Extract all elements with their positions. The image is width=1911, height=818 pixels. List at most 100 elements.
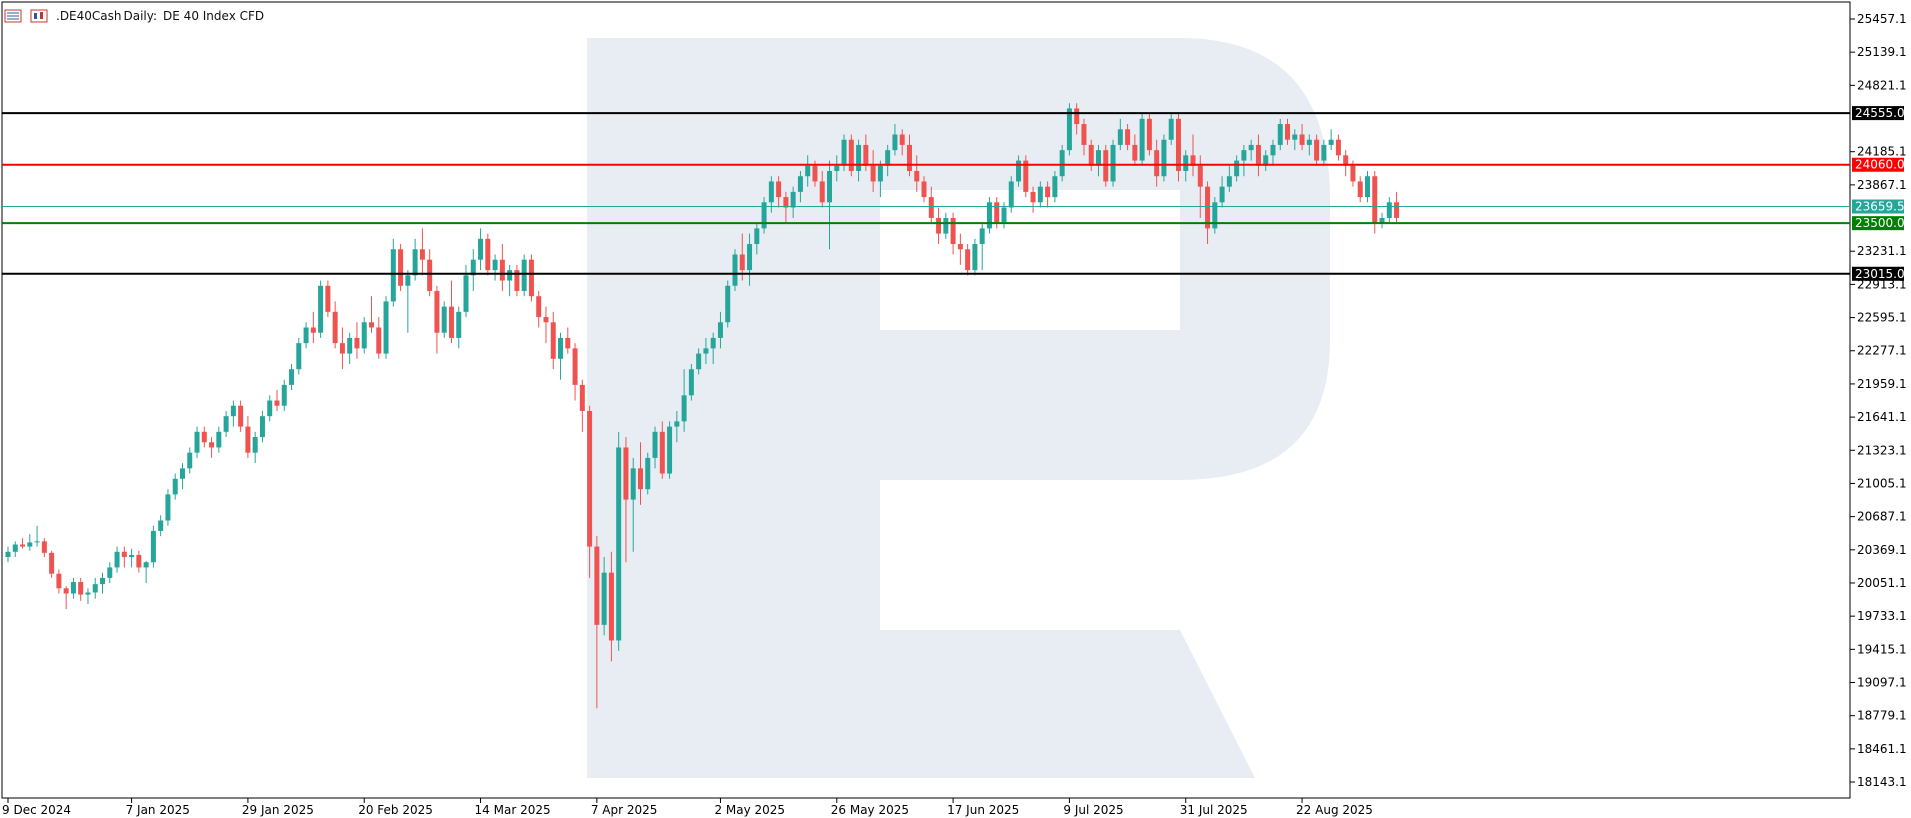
candle-body [572,348,578,385]
candle-body [1183,155,1189,172]
candle-body [1045,186,1051,198]
candle-body [1306,139,1312,145]
chart-header: .DE40Cash Daily: DE 40 Index CFD [4,6,264,26]
x-tick-label: 26 May 2025 [831,803,909,817]
candle-body [1139,118,1145,161]
candle-body [688,369,694,396]
candle-body [441,306,447,333]
y-tick-label: 19097.1 [1857,676,1907,690]
candle-body [681,395,687,422]
candle-body [936,217,942,234]
x-tick-label: 31 Jul 2025 [1180,803,1248,817]
candle-body [863,144,869,166]
candle-body [1350,165,1356,182]
candle-body [1001,207,1007,224]
candle-body [776,181,782,198]
candle-body [143,562,149,568]
candle-body [12,544,18,552]
candle-body [296,343,302,370]
candle-body [1226,176,1232,187]
candle-body [1146,118,1152,151]
candle-body [528,259,534,297]
level-tag [1852,157,1904,172]
candle-body [594,546,600,625]
candle-body [848,139,854,172]
candle-body [92,584,98,593]
candle-body [318,285,324,333]
candle-body [637,468,643,490]
candle-body [1241,150,1247,161]
candle-body [412,249,418,276]
candle-body [20,544,26,547]
candle-body [107,567,113,578]
candle-body [768,181,774,203]
candle-body [332,311,338,344]
y-tick-label: 22595.1 [1857,311,1907,325]
candle-body [361,322,367,349]
candle-body [492,259,498,271]
candle-body [1125,129,1131,145]
candle-body [274,400,280,406]
candle-body [194,431,200,453]
y-tick-label: 18779.1 [1857,709,1907,723]
y-tick-label: 25139.1 [1857,45,1907,59]
candle-body [1335,139,1341,156]
candle-body [652,431,658,458]
candle-body [5,551,11,558]
watermark-logo [587,38,1330,778]
candle-body [245,426,251,453]
candle-body [252,437,258,453]
candle-body [376,327,382,354]
candle-body [623,447,629,500]
candle-body [1372,176,1378,224]
y-tick-label: 22913.1 [1857,277,1907,291]
candle-body [972,244,978,271]
candle-body [456,311,462,338]
candle-body [201,431,207,443]
x-tick-label: 7 Jan 2025 [126,803,190,817]
candle-body [1314,139,1320,161]
candle-body [49,552,55,574]
candle-body [158,520,164,531]
candle-body [100,577,106,585]
candle-body [797,176,803,192]
candle-body [78,582,84,595]
candle-body [1096,150,1101,166]
x-tick-label: 20 Feb 2025 [358,803,433,817]
candle-body [783,197,789,208]
level-tag-label: 24555.0 [1855,106,1905,120]
candle-body [507,270,513,281]
candle-body [1052,176,1058,198]
candle-body [856,144,862,172]
candle-body [892,134,898,151]
chart-list-icon[interactable] [4,9,24,23]
candle-body [579,384,585,411]
candle-body [1154,150,1160,177]
candle-body [434,290,440,333]
candle-body [928,197,934,218]
y-tick-label: 21959.1 [1857,377,1907,391]
candle-body [85,592,91,595]
candle-body [419,249,425,260]
candle-body [1270,144,1276,156]
candle-body [187,452,193,469]
level-tag-label: 23659.5 [1855,200,1905,214]
candle-body [1255,144,1261,166]
candles-icon[interactable] [30,9,50,23]
candle-body [1037,186,1043,203]
candle-body [223,416,229,432]
candle-body [659,431,665,474]
candle-body [114,551,120,568]
candle-body [565,337,571,349]
y-tick-label: 20051.1 [1857,576,1907,590]
candle-body [230,405,236,417]
candle-body [899,134,905,145]
level-tag [1852,199,1904,214]
candle-body [943,217,949,234]
candle-body [754,228,760,245]
candle-body [1008,181,1014,208]
symbol-label: .DE40Cash [56,9,122,23]
candle-body [514,270,520,291]
candle-body [354,337,360,349]
